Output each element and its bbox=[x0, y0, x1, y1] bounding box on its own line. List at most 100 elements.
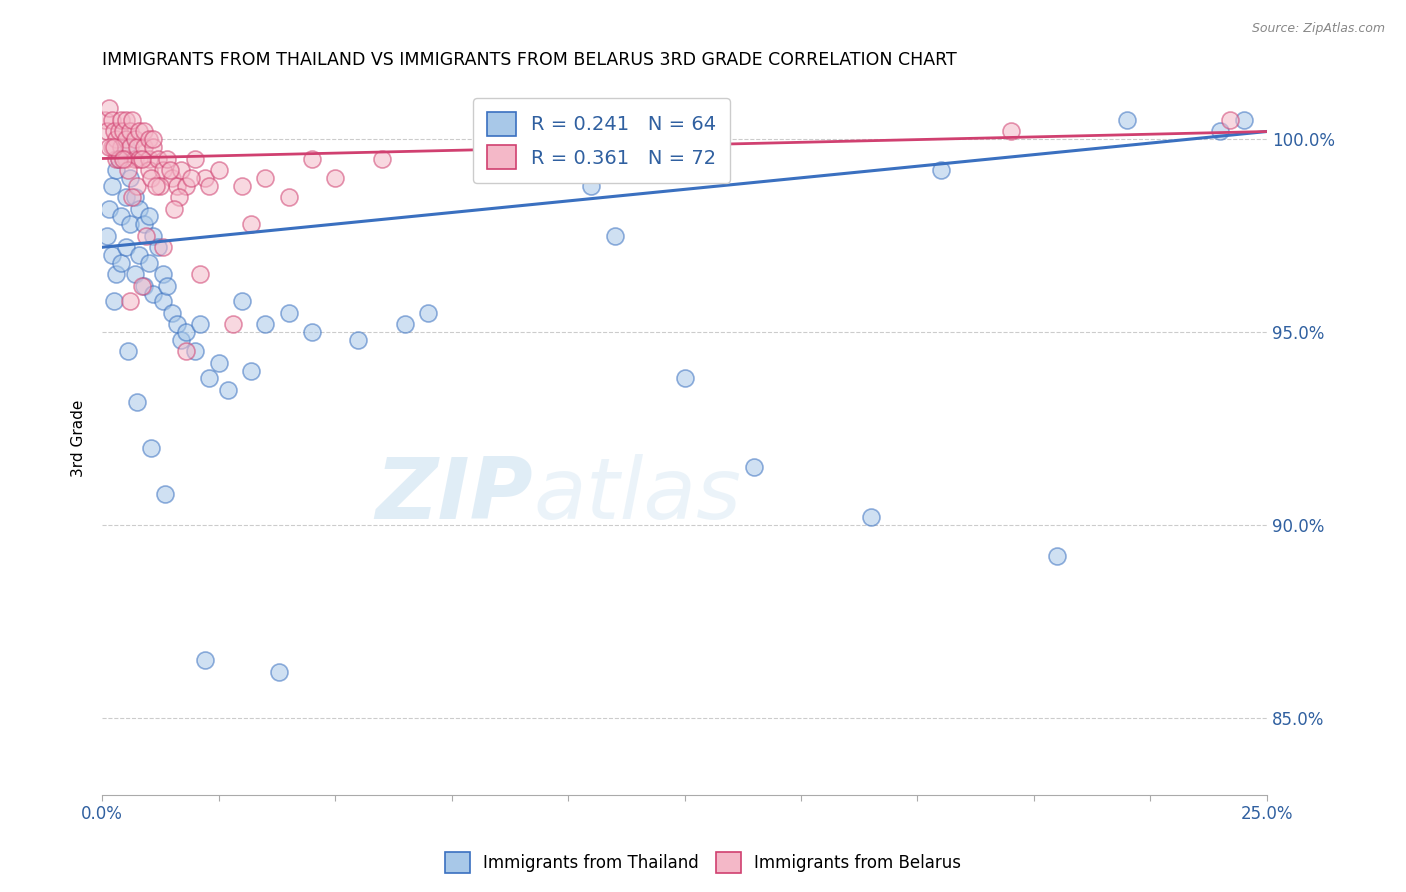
Point bbox=[1219, 112, 1241, 127]
Point bbox=[114, 240, 136, 254]
Point bbox=[107, 124, 129, 138]
Y-axis label: 3rd Grade: 3rd Grade bbox=[72, 400, 86, 477]
Point bbox=[120, 124, 142, 138]
Point bbox=[744, 460, 766, 475]
Point bbox=[114, 190, 136, 204]
Point bbox=[105, 132, 128, 146]
Point bbox=[131, 152, 153, 166]
Point bbox=[152, 294, 174, 309]
Point bbox=[1232, 112, 1254, 127]
Point bbox=[107, 152, 129, 166]
Point bbox=[1209, 124, 1232, 138]
Point bbox=[231, 178, 253, 193]
Legend: R = 0.241   N = 64, R = 0.361   N = 72: R = 0.241 N = 64, R = 0.361 N = 72 bbox=[472, 98, 730, 183]
Point bbox=[1116, 112, 1139, 127]
Point bbox=[301, 325, 323, 339]
Point bbox=[124, 132, 146, 146]
Point bbox=[112, 124, 135, 138]
Point bbox=[174, 325, 197, 339]
Point bbox=[96, 228, 118, 243]
Point bbox=[134, 217, 156, 231]
Point bbox=[138, 163, 160, 178]
Legend: Immigrants from Thailand, Immigrants from Belarus: Immigrants from Thailand, Immigrants fro… bbox=[439, 846, 967, 880]
Point bbox=[142, 228, 165, 243]
Point bbox=[163, 202, 186, 216]
Point bbox=[673, 371, 696, 385]
Point bbox=[138, 152, 160, 166]
Point bbox=[120, 140, 142, 154]
Point bbox=[418, 306, 440, 320]
Point bbox=[121, 112, 143, 127]
Point bbox=[170, 333, 193, 347]
Point bbox=[371, 152, 394, 166]
Point bbox=[100, 178, 122, 193]
Point bbox=[142, 132, 165, 146]
Point bbox=[139, 441, 162, 455]
Point bbox=[124, 190, 146, 204]
Point bbox=[110, 210, 132, 224]
Point bbox=[121, 190, 143, 204]
Point bbox=[117, 163, 139, 178]
Point bbox=[105, 152, 128, 166]
Point bbox=[1046, 549, 1069, 563]
Point bbox=[134, 140, 156, 154]
Point bbox=[180, 170, 202, 185]
Point bbox=[145, 178, 167, 193]
Text: Source: ZipAtlas.com: Source: ZipAtlas.com bbox=[1251, 22, 1385, 36]
Point bbox=[138, 210, 160, 224]
Point bbox=[100, 140, 122, 154]
Point bbox=[105, 267, 128, 281]
Point bbox=[533, 163, 555, 178]
Point bbox=[110, 140, 132, 154]
Text: atlas: atlas bbox=[533, 454, 741, 537]
Point bbox=[98, 140, 121, 154]
Point bbox=[146, 152, 169, 166]
Point bbox=[254, 318, 277, 332]
Point bbox=[166, 318, 188, 332]
Point bbox=[156, 278, 179, 293]
Point bbox=[142, 140, 165, 154]
Point bbox=[110, 255, 132, 269]
Point bbox=[277, 306, 299, 320]
Point bbox=[208, 356, 231, 370]
Point bbox=[301, 152, 323, 166]
Point bbox=[138, 132, 160, 146]
Point bbox=[131, 278, 153, 293]
Point bbox=[114, 112, 136, 127]
Point bbox=[149, 178, 172, 193]
Point bbox=[174, 344, 197, 359]
Point bbox=[194, 653, 217, 667]
Point bbox=[128, 248, 150, 262]
Point bbox=[105, 163, 128, 178]
Point bbox=[217, 383, 239, 397]
Point bbox=[221, 318, 243, 332]
Point bbox=[347, 333, 370, 347]
Point bbox=[120, 217, 142, 231]
Point bbox=[152, 163, 174, 178]
Text: IMMIGRANTS FROM THAILAND VS IMMIGRANTS FROM BELARUS 3RD GRADE CORRELATION CHART: IMMIGRANTS FROM THAILAND VS IMMIGRANTS F… bbox=[103, 51, 957, 69]
Point bbox=[156, 152, 179, 166]
Point bbox=[167, 190, 190, 204]
Point bbox=[93, 112, 115, 127]
Point bbox=[98, 202, 121, 216]
Point bbox=[184, 344, 207, 359]
Point bbox=[124, 267, 146, 281]
Point bbox=[170, 163, 193, 178]
Point bbox=[152, 240, 174, 254]
Point bbox=[127, 178, 149, 193]
Point bbox=[231, 294, 253, 309]
Point bbox=[160, 306, 183, 320]
Point bbox=[166, 178, 188, 193]
Point bbox=[394, 318, 416, 332]
Point bbox=[124, 152, 146, 166]
Point bbox=[103, 140, 125, 154]
Point bbox=[120, 170, 142, 185]
Point bbox=[153, 487, 176, 501]
Point bbox=[139, 170, 162, 185]
Point bbox=[1000, 124, 1022, 138]
Point bbox=[240, 217, 263, 231]
Point bbox=[107, 152, 129, 166]
Point bbox=[254, 170, 277, 185]
Point bbox=[859, 510, 882, 524]
Point bbox=[103, 124, 125, 138]
